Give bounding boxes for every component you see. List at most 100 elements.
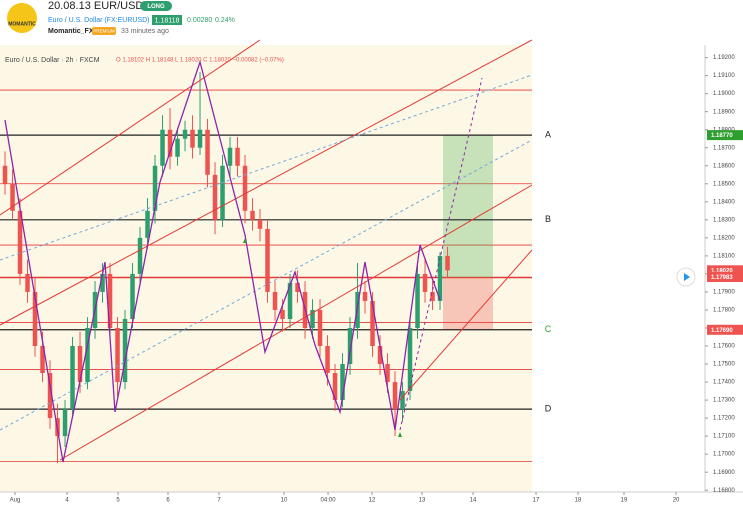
candle-body: [362, 291, 368, 301]
candle-body: [152, 165, 158, 211]
candle-body: [235, 147, 240, 166]
x-tick-label: 7: [217, 498, 221, 504]
y-tick-label: 1.17200: [713, 416, 735, 422]
x-tick-label: 6: [166, 498, 170, 504]
candle-body: [295, 282, 300, 292]
marker: [243, 238, 247, 243]
level-label: C: [545, 324, 552, 334]
candle-body: [287, 282, 293, 319]
candle-body: [340, 364, 345, 401]
candle-body: [10, 183, 15, 211]
author-badge: [92, 27, 116, 35]
y-tick-label: 1.16900: [713, 470, 735, 476]
candle-body: [160, 129, 165, 166]
x-tick-label: 20: [673, 498, 680, 504]
price-tag: [707, 130, 743, 141]
candle-body: [332, 373, 338, 401]
candle-body: [415, 273, 420, 328]
level-label: D: [545, 403, 552, 413]
price-box: [152, 15, 182, 25]
y-tick-label: 1.18500: [713, 181, 735, 187]
author-badge-text: PREMIUM: [93, 29, 115, 34]
loss-zone: [443, 277, 493, 330]
logo: [7, 3, 37, 33]
drawings: [0, 39, 533, 463]
price-tag-label: 1.18020: [711, 268, 733, 274]
candle-body: [212, 174, 218, 220]
y-tick-label: 1.18200: [713, 235, 735, 241]
x-tick-label: Aug: [10, 498, 21, 504]
level-label: A: [545, 129, 551, 139]
candle-body: [392, 382, 398, 410]
candle-body: [175, 138, 180, 157]
candle-body: [385, 364, 390, 383]
symbol[interactable]: Euro / U.S. Dollar (FX:EURUSD): [48, 17, 150, 24]
x-tick-label: 04:00: [321, 498, 337, 504]
legend: Euro / U.S. Dollar · 2h · FXCM: [5, 57, 100, 64]
candle-body: [47, 373, 53, 419]
candle-body: [25, 273, 30, 292]
candle-body: [347, 327, 353, 365]
x-tick-label: 14: [470, 498, 477, 504]
candle-body: [85, 327, 90, 383]
y-tick-label: 1.19200: [713, 55, 735, 61]
candle-body: [437, 255, 443, 301]
time-ago: 33 minutes ago: [121, 28, 169, 35]
candle-body: [107, 273, 113, 328]
candle-body: [197, 129, 203, 148]
candle-body: [317, 309, 323, 347]
candle-body: [445, 255, 450, 271]
y-tick-label: 1.19100: [713, 73, 735, 79]
y-tick-label: 1.17900: [713, 290, 735, 296]
badge: [140, 1, 172, 11]
x-tick-label: 18: [575, 498, 582, 504]
price-tag: [707, 324, 743, 335]
candle-body: [62, 409, 68, 437]
candle-body: [280, 309, 285, 319]
x-tick-label: 19: [621, 498, 628, 504]
candle-body: [407, 327, 413, 392]
y-tick-label: 1.17300: [713, 398, 735, 404]
candle-body: [257, 219, 263, 229]
y-tick-label: 1.18700: [713, 145, 735, 151]
candle-body: [250, 210, 255, 220]
x-tick-label: 13: [419, 498, 426, 504]
x-tick-label: 12: [369, 498, 376, 504]
x-tick-label: 4: [65, 498, 69, 504]
channel-line: [0, 39, 533, 326]
axis: 1.16800 1.16900 1.17000 1.17100 1.17200 1.173…: [10, 55, 743, 504]
y-tick-label: 1.19000: [713, 91, 735, 97]
y-tick-label: 1.16800: [713, 488, 735, 494]
candle-body: [190, 129, 195, 148]
profit-zone: [443, 135, 493, 278]
candle-body: [130, 273, 135, 319]
change: 0.00280: [187, 17, 212, 24]
candle-body: [370, 300, 375, 347]
candle-body: [265, 228, 270, 292]
candle-body: [122, 318, 128, 383]
channel-line: [0, 74, 533, 261]
y-tick-label: 1.18400: [713, 199, 735, 205]
x-tick-label: 10: [281, 498, 288, 504]
marker: [398, 432, 402, 437]
candle-body: [17, 210, 23, 274]
change-pct: 0.24%: [215, 17, 235, 24]
candle-body: [167, 129, 173, 157]
price-tag: [707, 271, 743, 282]
idea-title: 20.08.13 EUR/USD: [48, 0, 143, 12]
play-icon: [684, 273, 690, 281]
author[interactable]: Momantic_FX: [48, 28, 94, 35]
candle-body: [2, 165, 8, 184]
candle-body: [220, 165, 225, 220]
candle-body: [182, 129, 188, 139]
candle-body: [422, 273, 428, 292]
zigzag: [4, 59, 441, 463]
candle-body: [242, 165, 248, 211]
y-tick-label: 1.17400: [713, 380, 735, 386]
candle-body: [77, 346, 83, 383]
price-tag-label: 1.17983: [711, 275, 733, 281]
candle-body: [70, 346, 75, 410]
projection: [399, 77, 483, 431]
y-tick-label: 1.17600: [713, 344, 735, 350]
